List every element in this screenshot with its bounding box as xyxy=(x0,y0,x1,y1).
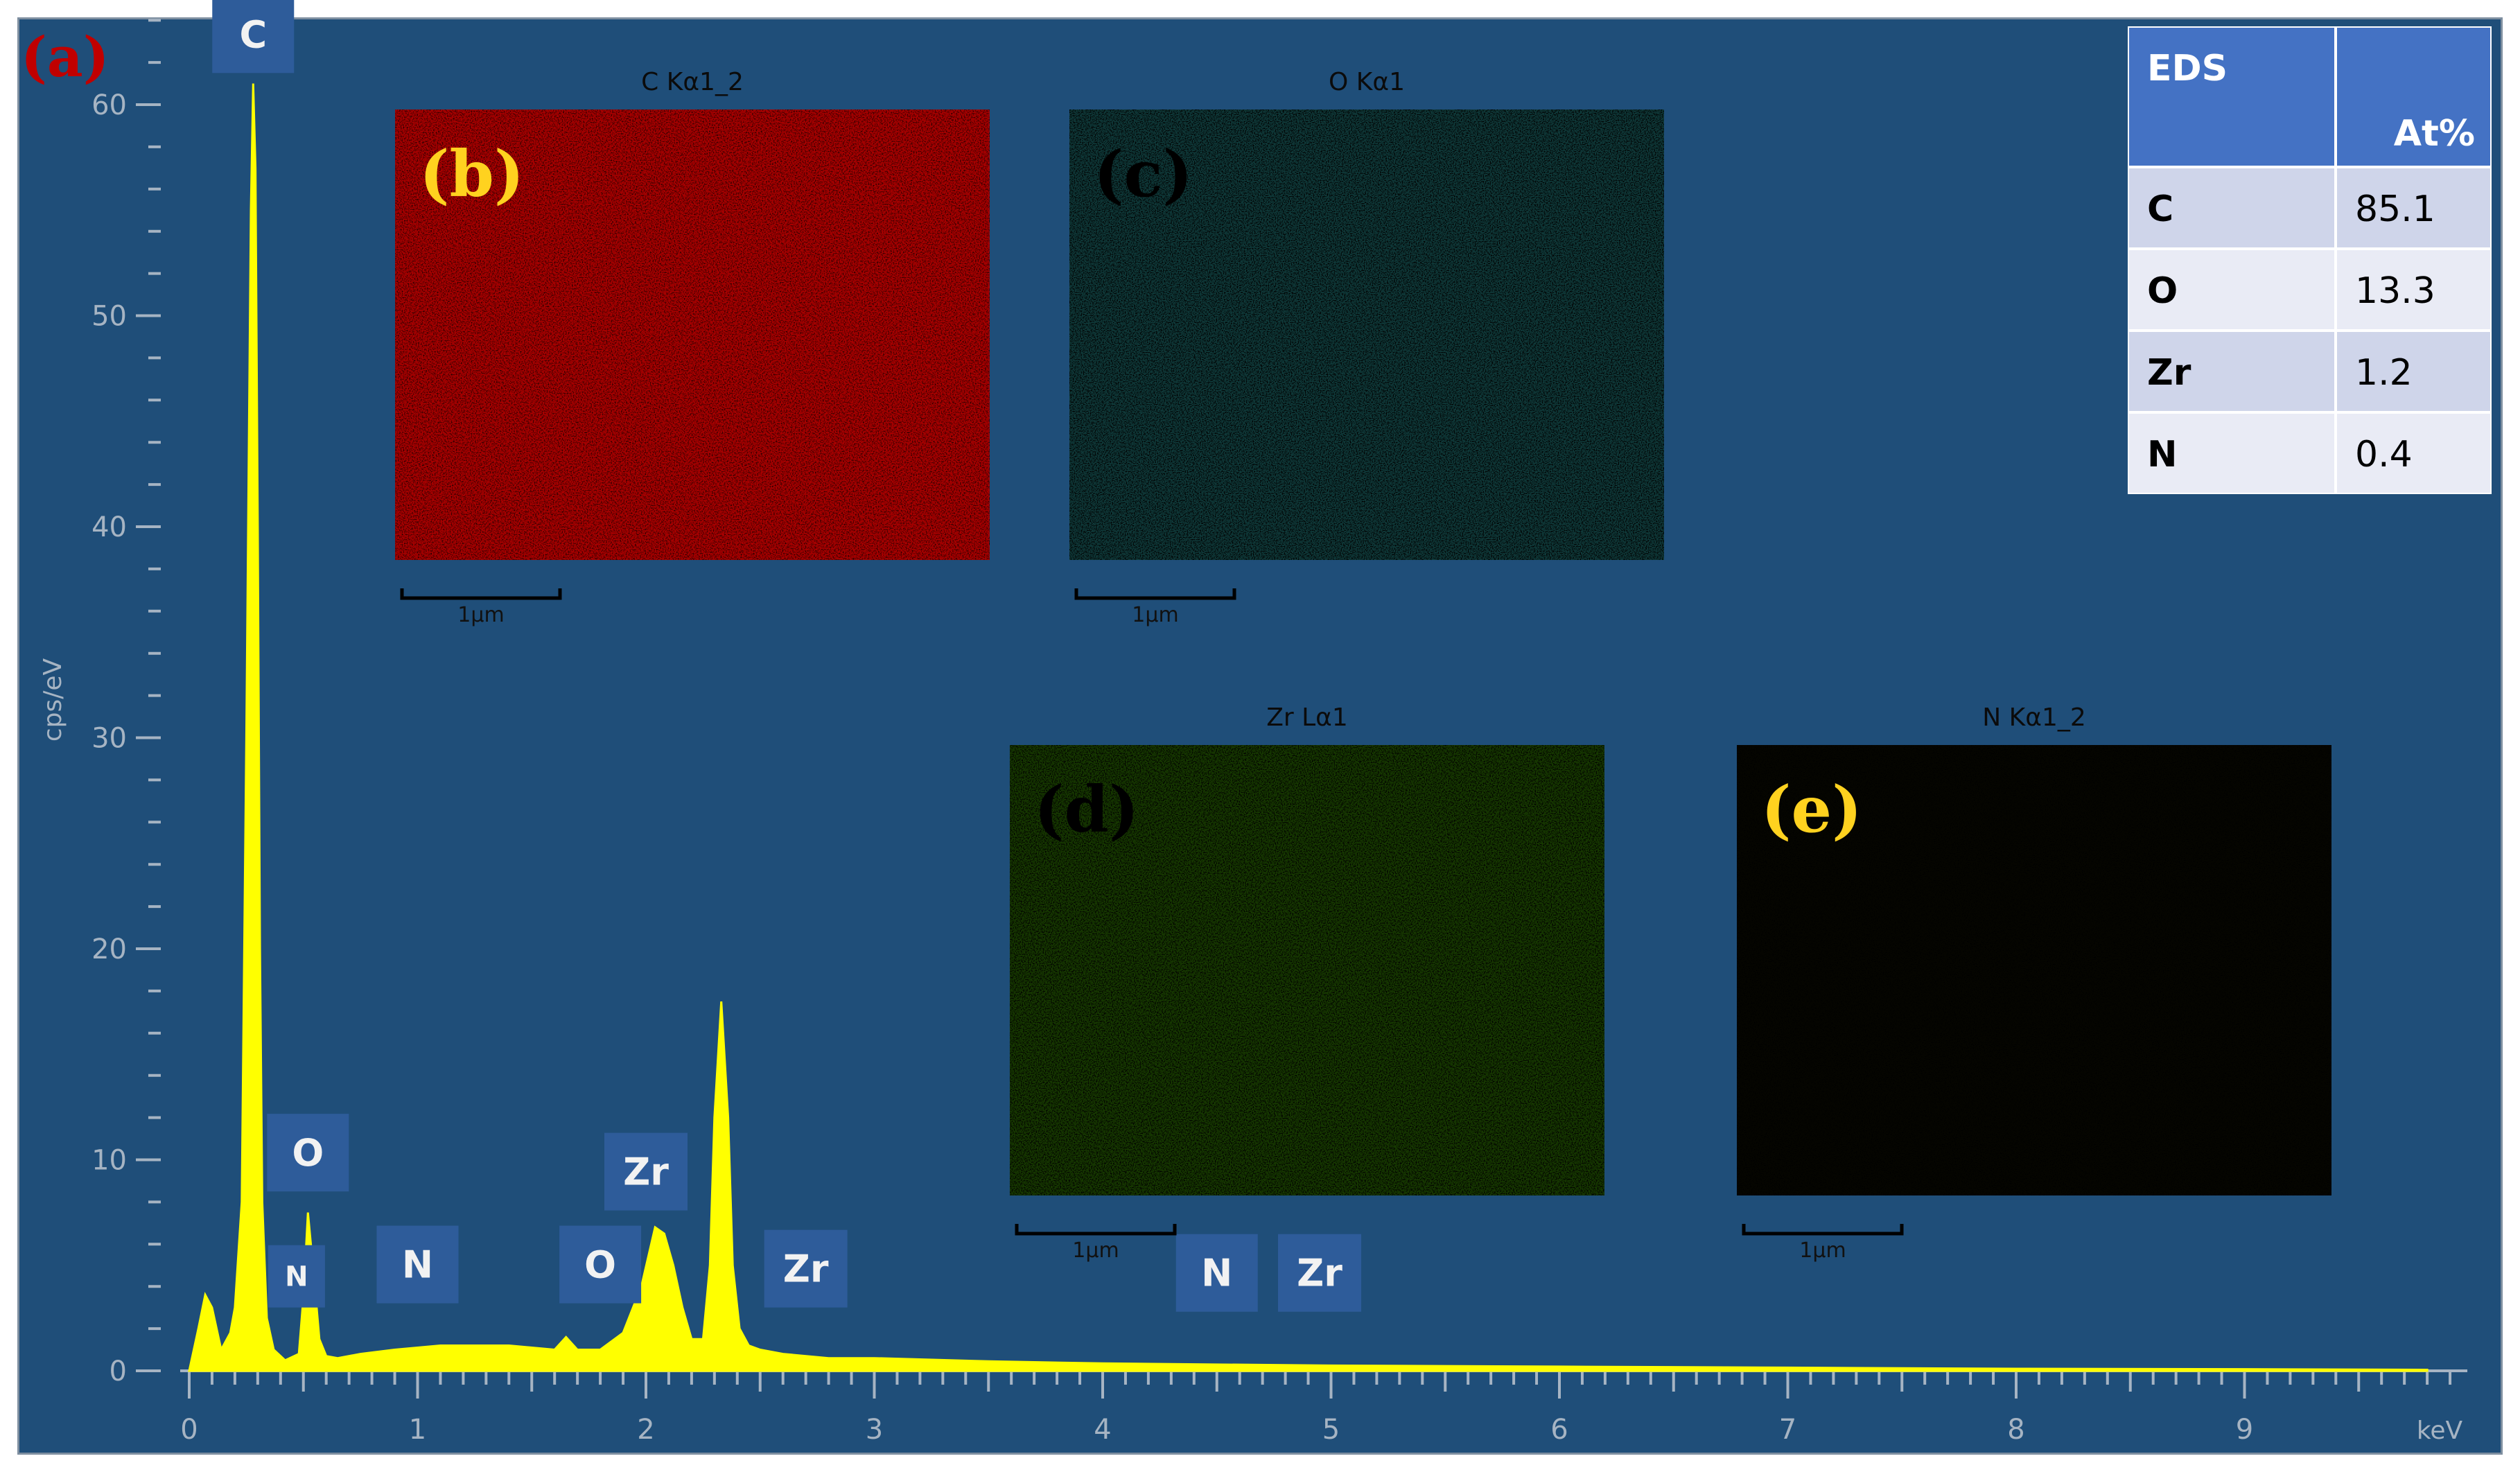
peak-label-o: O xyxy=(267,1114,349,1192)
x-axis-unit: keV xyxy=(2417,1417,2463,1445)
x-tick-label: 3 xyxy=(866,1414,883,1446)
eds-cell xyxy=(2337,414,2490,493)
peak-label-zr: Zr xyxy=(604,1132,688,1211)
y-axis-title: cps/eV xyxy=(39,658,67,742)
eds-row: N 0.4 xyxy=(2129,414,2490,493)
peak-label-text: Zr xyxy=(623,1150,669,1194)
map-title: N Kα1_2 xyxy=(1982,703,2086,732)
peak-label-o: O xyxy=(559,1225,642,1304)
map-panel-label: (e) xyxy=(1761,772,1862,847)
peak-label-box xyxy=(1278,1234,1362,1312)
eds-element: C xyxy=(2147,189,2173,230)
x-tick-label: 5 xyxy=(1322,1414,1340,1446)
x-tick-label: 7 xyxy=(1779,1414,1796,1446)
eds-value: 0.4 xyxy=(2355,434,2413,475)
peak-label-box xyxy=(212,0,295,73)
map-panel-label: (b) xyxy=(419,137,524,211)
map-panel-label: (c) xyxy=(1094,137,1193,211)
peak-label-text: O xyxy=(292,1131,324,1175)
peak-label-text: N xyxy=(285,1261,308,1293)
peak-label-text: Zr xyxy=(783,1247,829,1291)
eds-value: 1.2 xyxy=(2355,352,2413,394)
map-title: Zr Lα1 xyxy=(1266,703,1348,732)
eds-value: 85.1 xyxy=(2355,189,2435,230)
scale-bar xyxy=(1074,588,1236,600)
peak-label-box xyxy=(268,1245,325,1308)
element-map-c: O Kα1 (c) 1µm xyxy=(1069,68,1664,627)
scale-bar-label: 1µm xyxy=(1072,1238,1119,1263)
map-title: O Kα1 xyxy=(1329,68,1405,96)
peak-label-text: C xyxy=(239,12,267,56)
scale-bar xyxy=(1015,1224,1177,1236)
map-title: C Kα1_2 xyxy=(641,68,744,96)
eds-header-label: EDS xyxy=(2147,48,2228,89)
x-tick-label: 9 xyxy=(2236,1414,2253,1446)
x-tick-label: 8 xyxy=(2007,1414,2024,1446)
eds-cell xyxy=(2129,332,2334,411)
peak-label-text: N xyxy=(402,1243,433,1287)
eds-header-cell xyxy=(2129,28,2334,166)
y-tick-label: 30 xyxy=(91,723,127,755)
scale-bar-label: 1µm xyxy=(1799,1238,1846,1263)
peak-label-box xyxy=(764,1229,848,1308)
x-tick-label: 6 xyxy=(1550,1414,1568,1446)
peak-label-box xyxy=(267,1114,349,1192)
x-tick-label: 4 xyxy=(1094,1414,1111,1446)
panel-label-a: (a) xyxy=(21,24,110,89)
eds-cell xyxy=(2337,168,2490,247)
peak-label-text: O xyxy=(584,1243,616,1287)
element-map-b: C Kα1_2 (b) 1µm xyxy=(395,68,990,627)
y-tick-label: 10 xyxy=(91,1145,127,1177)
eds-element: O xyxy=(2147,270,2178,312)
y-tick-label: 0 xyxy=(110,1356,127,1387)
scale-bar-label: 1µm xyxy=(457,603,504,627)
element-map-d: Zr Lα1 (d) 1µm xyxy=(1010,703,1604,1263)
element-map-e: N Kα1_2 (e) 1µm xyxy=(1737,703,2331,1263)
eds-cell xyxy=(2129,414,2334,493)
x-tick-label: 1 xyxy=(409,1414,426,1446)
map-image-signal xyxy=(1010,745,1604,1195)
peak-label-box xyxy=(604,1132,688,1211)
eds-row: Zr 1.2 xyxy=(2129,332,2490,411)
eds-row: O 13.3 xyxy=(2129,250,2490,329)
peak-label-zr: Zr xyxy=(764,1229,848,1308)
peak-label-zr: Zr xyxy=(1278,1234,1362,1312)
eds-cell xyxy=(2129,250,2334,329)
eds-element: N xyxy=(2147,434,2178,475)
peak-label-box xyxy=(376,1225,459,1304)
spectrum-series xyxy=(188,83,2429,1372)
peak-label-text: Zr xyxy=(1297,1252,1342,1295)
peak-label-c: C xyxy=(212,0,295,73)
x-tick-label: 0 xyxy=(180,1414,198,1446)
map-image-signal xyxy=(1069,109,1664,560)
eds-header-cell xyxy=(2337,28,2490,166)
y-tick-label: 40 xyxy=(91,511,127,543)
x-tick-label: 2 xyxy=(637,1414,654,1446)
map-panel-label: (d) xyxy=(1034,772,1139,847)
peak-label-text: N xyxy=(1201,1252,1232,1295)
eds-header-label: At% xyxy=(2394,113,2475,155)
peak-label-n: N xyxy=(1175,1234,1258,1312)
scale-bar xyxy=(1742,1224,1904,1236)
eds-cell xyxy=(2337,250,2490,329)
eds-cell xyxy=(2129,168,2334,247)
peak-label-box xyxy=(559,1225,642,1304)
eds-value: 13.3 xyxy=(2355,270,2435,312)
eds-cell xyxy=(2337,332,2490,411)
eds-table: EDS At% C 85.1 O 13.3 Zr 1.2 N 0.4 xyxy=(2128,26,2492,494)
y-tick-label: 60 xyxy=(91,89,127,121)
peak-label-box xyxy=(1175,1234,1258,1312)
scale-bar xyxy=(400,588,562,600)
peak-label-n: N xyxy=(268,1245,325,1308)
peak-label-n: N xyxy=(376,1225,459,1304)
y-tick-label: 20 xyxy=(91,934,127,965)
map-image-signal xyxy=(395,109,990,560)
scale-bar-label: 1µm xyxy=(1132,603,1178,627)
map-image-signal xyxy=(1737,745,2331,1195)
eds-row: C 85.1 xyxy=(2129,168,2490,247)
y-tick-label: 50 xyxy=(91,301,127,333)
eds-element: Zr xyxy=(2147,352,2191,394)
